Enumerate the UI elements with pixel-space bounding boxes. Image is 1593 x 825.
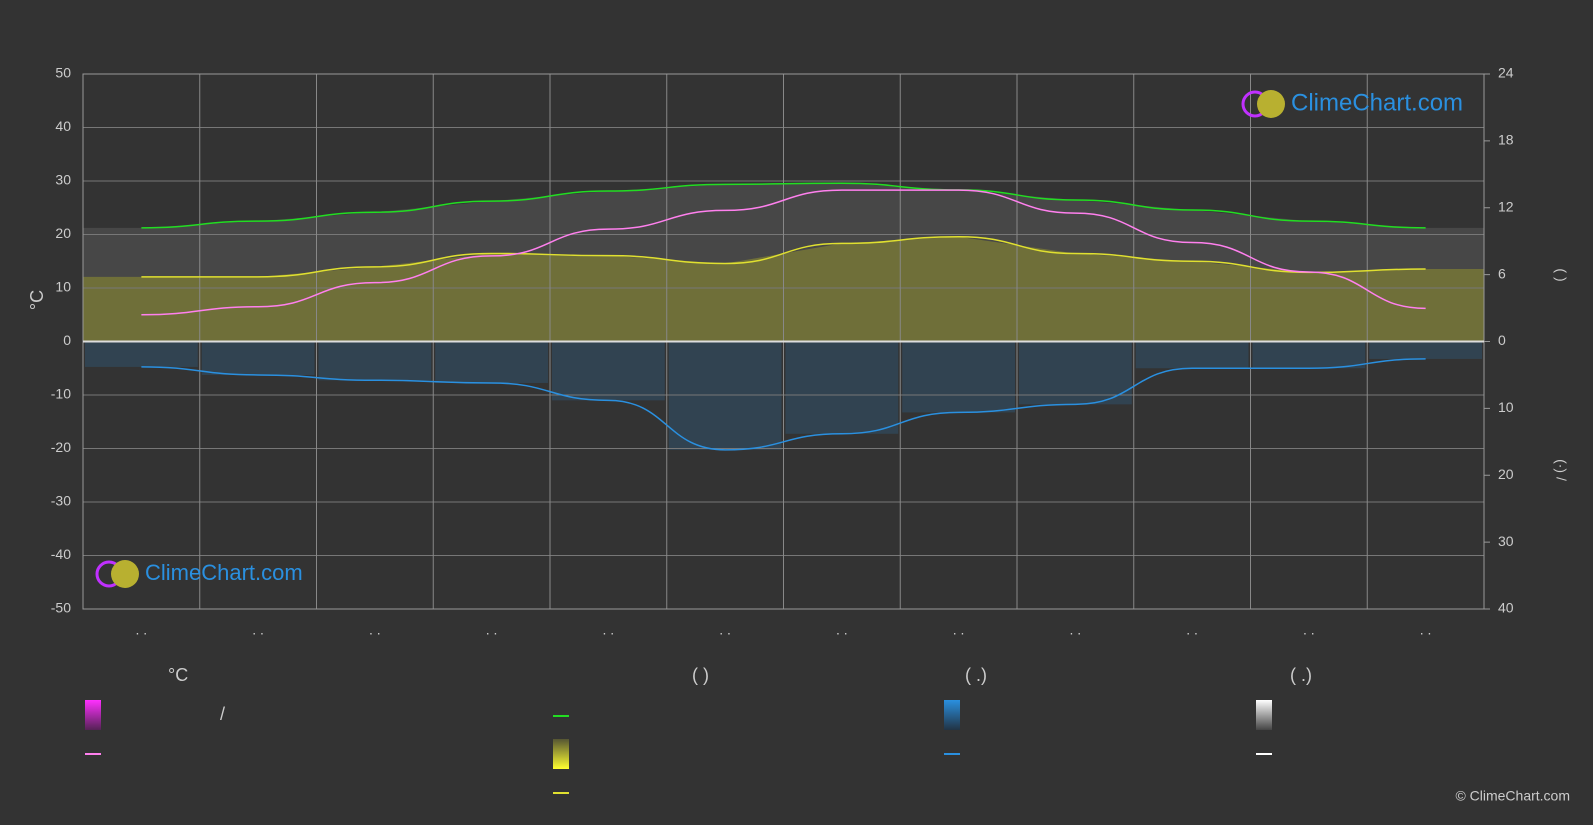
x-tick-label: . . (603, 622, 615, 638)
y-tick-label: 0 (63, 332, 71, 348)
x-tick-label: . . (136, 622, 148, 638)
legend-text: / (220, 704, 225, 724)
legend-swatch (1256, 700, 1272, 730)
x-tick-label: . . (953, 622, 965, 638)
y-tick-label: 40 (55, 118, 71, 134)
precipitation-bar (902, 341, 1015, 413)
y-tick-label: -20 (51, 439, 71, 455)
y2-tick-label: 0 (1498, 332, 1506, 348)
y-tick-label: 50 (55, 65, 71, 81)
watermark: ClimeChart.com (145, 560, 303, 585)
y-tick-label: 10 (55, 279, 71, 295)
precipitation-bar (1135, 341, 1249, 369)
series-line (141, 189, 1426, 316)
series-line (141, 182, 1426, 229)
y-tick-label: 20 (55, 225, 71, 241)
series-line (141, 235, 1426, 278)
y2-tick-label: 6 (1498, 265, 1506, 281)
precipitation-bar (318, 341, 432, 381)
x-tick-label: . . (252, 622, 264, 638)
copyright: © ClimeChart.com (1455, 788, 1570, 804)
y-tick-label: -50 (51, 600, 71, 616)
y2-axis-label: ( ) (1553, 268, 1569, 281)
precipitation-bar (1369, 341, 1482, 359)
legend-swatch (553, 739, 569, 769)
y-axis-label: °C (27, 290, 47, 310)
precipitation-bar (435, 341, 548, 383)
precipitation-bar (552, 341, 665, 401)
precipitation-bar (1252, 341, 1366, 369)
x-tick-label: . . (719, 622, 731, 638)
x-tick-label: . . (369, 622, 381, 638)
y3-tick-label: 10 (1498, 399, 1514, 415)
y3-tick-label: 20 (1498, 466, 1514, 482)
legend-swatch (85, 700, 101, 730)
precipitation-bar (201, 341, 315, 375)
legend-header: °C (168, 665, 188, 685)
y3-tick-label: 40 (1498, 600, 1514, 616)
x-tick-label: . . (836, 622, 848, 638)
x-tick-label: . . (1186, 622, 1198, 638)
legend-swatch (944, 700, 960, 730)
precipitation-bar (1019, 341, 1132, 405)
x-tick-label: . . (1303, 622, 1315, 638)
y-tick-label: -10 (51, 386, 71, 402)
series-line (141, 358, 1426, 451)
legend: °C ( ) ( .) ( .) / (85, 665, 1312, 794)
x-tick-label: . . (1070, 622, 1082, 638)
legend-header: ( ) (692, 665, 709, 685)
legend-header: ( .) (1290, 665, 1312, 685)
y3-tick-label: 30 (1498, 533, 1514, 549)
logo-sun (1257, 90, 1285, 118)
logo-sun (111, 560, 139, 588)
legend-header: ( .) (965, 665, 987, 685)
precipitation-bar (85, 341, 198, 367)
precipitation-bar (668, 341, 782, 450)
y2-tick-label: 24 (1498, 65, 1514, 81)
y2-tick-label: 12 (1498, 198, 1514, 214)
y-tick-label: 30 (55, 172, 71, 188)
y3-axis-label: (·) / (1553, 459, 1569, 481)
y-tick-label: -40 (51, 546, 71, 562)
precipitation-bar (785, 341, 899, 434)
x-tick-label: . . (486, 622, 498, 638)
watermark: ClimeChart.com (1291, 89, 1463, 116)
x-tick-label: . . (1420, 622, 1432, 638)
y-tick-label: -30 (51, 493, 71, 509)
y2-tick-label: 18 (1498, 132, 1514, 148)
